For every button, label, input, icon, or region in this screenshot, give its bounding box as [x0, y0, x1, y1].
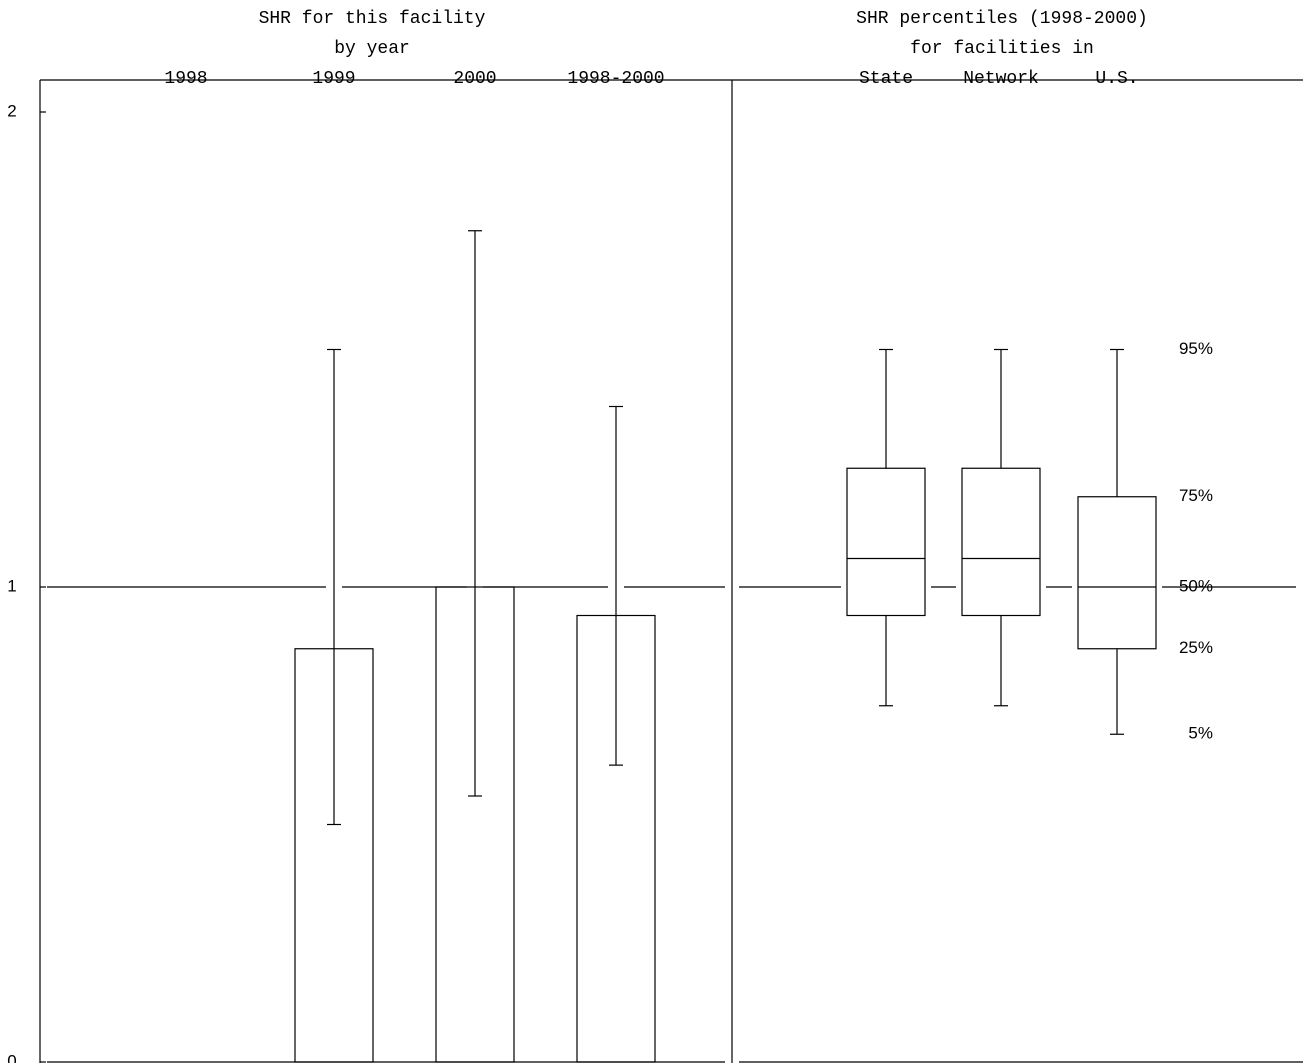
y-tick-label: 0: [7, 1051, 16, 1063]
box: [846, 467, 926, 617]
box: [1077, 496, 1157, 650]
x-tick-label: 1999: [312, 69, 355, 89]
panel-title: SHR for this facility: [259, 9, 486, 29]
box: [961, 467, 1041, 617]
percentile-label: 95%: [1179, 339, 1213, 358]
percentile-label: 50%: [1179, 576, 1213, 595]
x-tick-label: 2000: [453, 69, 496, 89]
panel-subtitle: for facilities in: [910, 39, 1094, 59]
x-tick-label: State: [859, 69, 913, 89]
y-tick-label: 1: [7, 576, 16, 595]
x-tick-label: U.S.: [1095, 69, 1138, 89]
percentile-label: 25%: [1179, 638, 1213, 657]
x-tick-label: 1998-2000: [567, 69, 664, 89]
x-tick-label: 1998: [164, 69, 207, 89]
panel-title: SHR percentiles (1998-2000): [856, 9, 1148, 29]
x-tick-label: Network: [963, 69, 1039, 89]
percentile-label: 75%: [1179, 486, 1213, 505]
panel-subtitle: by year: [334, 39, 410, 59]
percentile-label: 5%: [1188, 724, 1213, 743]
y-tick-label: 2: [7, 101, 16, 120]
